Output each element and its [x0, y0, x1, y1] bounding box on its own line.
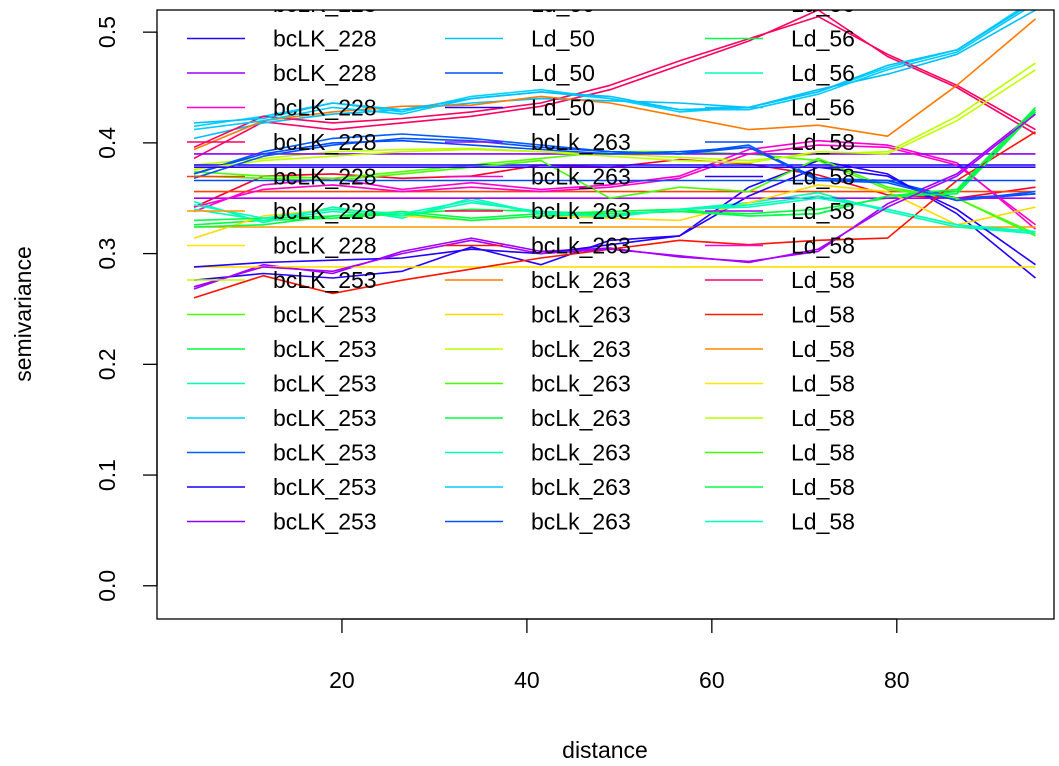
legend-label: bcLk_263 — [531, 129, 631, 155]
legend-label: bcLK_253 — [273, 302, 377, 328]
legend-label: bcLk_263 — [531, 198, 631, 224]
x-tick-label: 80 — [884, 667, 910, 693]
legend-label: bcLK_228 — [273, 60, 377, 86]
legend-label: Ld_58 — [791, 405, 855, 431]
series-line-bcLK_228-4 — [193, 10, 1036, 160]
x-axis: 20 40 60 80 — [329, 618, 910, 693]
legend-label: bcLK_253 — [273, 336, 377, 362]
legend-label: Ld_56 — [791, 0, 855, 17]
legend-label: bcLK_228 — [273, 164, 377, 190]
legend-label: bcLK_228 — [273, 233, 377, 259]
legend-label: Ld_58 — [791, 198, 855, 224]
y-tick-label: 0.1 — [94, 459, 120, 491]
series-line-Ld_50-16 — [193, 10, 1036, 140]
legend-label: bcLK_253 — [273, 405, 377, 431]
legend-label: Ld_56 — [791, 60, 855, 86]
legend-label: bcLK_253 — [273, 509, 377, 535]
legend-label: bcLK_228 — [273, 129, 377, 155]
series-line-Ld_56-31 — [193, 111, 1037, 222]
x-axis-label: distance — [562, 737, 648, 763]
series-line-bcLk_263-21 — [193, 15, 1036, 149]
series-line-bcLK_253-11 — [193, 191, 1036, 235]
legend-label: Ld_58 — [791, 336, 855, 362]
legend-label: bcLK_228 — [273, 198, 377, 224]
y-tick-label: 0.3 — [94, 238, 120, 270]
legend-label: Ld_58 — [791, 267, 855, 293]
legend-label: bcLk_263 — [531, 233, 631, 259]
legend-label: Ld_58 — [791, 164, 855, 190]
legend-label: bcLk_263 — [531, 267, 631, 293]
legend-label: bcLK_228 — [273, 26, 377, 52]
legend-label: bcLK_228 — [273, 95, 377, 121]
legend-label: bcLk_263 — [531, 302, 631, 328]
x-tick-label: 20 — [329, 667, 355, 693]
legend-label: bcLk_263 — [531, 164, 631, 190]
legend-label: Ld_58 — [791, 509, 855, 535]
y-tick-label: 0.2 — [94, 348, 120, 380]
y-tick-label: 0.0 — [94, 570, 120, 602]
legend-label: bcLk_263 — [531, 336, 631, 362]
legend-label: bcLk_263 — [531, 405, 631, 431]
legend-label: Ld_58 — [791, 474, 855, 500]
y-axis: 0.0 0.1 0.2 0.3 0.4 0.5 — [94, 16, 158, 602]
y-tick-label: 0.5 — [94, 16, 120, 48]
y-axis-label: semivariance — [10, 246, 36, 382]
x-tick-label: 40 — [514, 667, 540, 693]
series-line-bcLK_228-2 — [193, 111, 1036, 290]
series-line-bcLk_263-29 — [193, 10, 1027, 131]
series-line-bcLk_263-30 — [193, 137, 1036, 202]
legend-label: bcLk_263 — [531, 371, 631, 397]
series-line-bcLk_263-23 — [193, 18, 1037, 151]
legend-label: Ld_50 — [531, 60, 595, 86]
legend-label: bcLK_228 — [273, 0, 377, 17]
series-layer — [193, 10, 1037, 299]
legend-label: bcLk_263 — [531, 474, 631, 500]
legend-label: Ld_58 — [791, 302, 855, 328]
series-line-Ld_56-32 — [193, 197, 1036, 235]
legend-label: bcLK_253 — [273, 440, 377, 466]
legend-label: Ld_50 — [531, 26, 595, 52]
legend-label: Ld_58 — [791, 129, 855, 155]
series-line-Ld_56-33 — [193, 10, 1023, 124]
legend-label: Ld_58 — [791, 440, 855, 466]
y-tick-label: 0.4 — [94, 127, 120, 159]
legend: bcLK_228 bcLK_228 bcLK_228 bcLK_228 bcLK_228… — [187, 0, 855, 535]
series-line-Ld_50-18 — [193, 166, 1036, 268]
series-line-Ld_58-36 — [193, 113, 1036, 288]
x-tick-label: 60 — [699, 667, 725, 693]
legend-label: Ld_56 — [791, 95, 855, 121]
legend-label: Ld_50 — [531, 0, 595, 17]
series-line-bcLk_263-20 — [193, 144, 1036, 226]
legend-label: Ld_50 — [531, 95, 595, 121]
legend-label: bcLk_263 — [531, 440, 631, 466]
legend-label: bcLK_253 — [273, 474, 377, 500]
legend-label: bcLK_253 — [273, 267, 377, 293]
series-line-bcLk_263-25 — [193, 69, 1036, 171]
legend-label: Ld_56 — [791, 26, 855, 52]
legend-label: Ld_58 — [791, 233, 855, 259]
series-line-bcLK_228-1 — [193, 159, 1037, 281]
legend-label: bcLk_263 — [531, 509, 631, 535]
legend-label: bcLK_253 — [273, 371, 377, 397]
legend-label: Ld_58 — [791, 371, 855, 397]
